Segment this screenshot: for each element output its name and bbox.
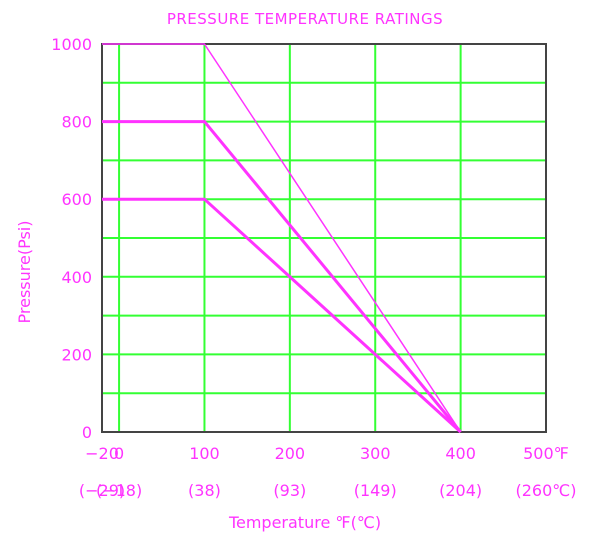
x-tick-label-c: (−29) bbox=[79, 481, 125, 500]
series-line-3 bbox=[102, 197, 462, 434]
x-tick-label-c: (204) bbox=[439, 481, 482, 500]
y-tick-label: 0 bbox=[82, 423, 92, 442]
x-tick-label-f: 100 bbox=[189, 444, 220, 463]
x-tick-labels-celsius: (−29)(−18) (38) (93) (149) (204) (260℃) bbox=[79, 481, 577, 500]
x-tick-label-c: (38) bbox=[188, 481, 221, 500]
x-tick-label-f: 500℉ bbox=[523, 444, 569, 463]
plot-border bbox=[101, 43, 547, 433]
y-tick-label: 200 bbox=[61, 345, 92, 364]
y-tick-labels: 0 200 400 600 800 1000 bbox=[51, 35, 92, 442]
series-line-2 bbox=[102, 120, 462, 433]
y-tick-label: 800 bbox=[61, 113, 92, 132]
grid-lines bbox=[102, 44, 546, 432]
x-axis-label: Temperature ℉(℃) bbox=[228, 513, 381, 532]
x-tick-label-c: (−18) bbox=[96, 481, 142, 500]
y-tick-label: 600 bbox=[61, 190, 92, 209]
x-tick-label-c: (260℃) bbox=[516, 481, 577, 500]
y-axis-label: Pressure(Psi) bbox=[15, 221, 34, 324]
x-tick-label-c: (149) bbox=[354, 481, 397, 500]
x-tick-label-c: (93) bbox=[273, 481, 306, 500]
x-tick-label-f: −20 bbox=[85, 444, 119, 463]
x-tick-label-f: 300 bbox=[360, 444, 391, 463]
y-tick-label: 1000 bbox=[51, 35, 92, 54]
chart-title: PRESSURE TEMPERATURE RATINGS bbox=[167, 10, 443, 28]
series-lines bbox=[102, 43, 462, 434]
y-tick-label: 400 bbox=[61, 268, 92, 287]
plot-frame bbox=[101, 43, 547, 433]
x-tick-labels-fahrenheit: −200 100 200 300 400 500℉ bbox=[85, 444, 569, 463]
x-tick-label-f: 400 bbox=[445, 444, 476, 463]
series-line-1 bbox=[102, 43, 462, 433]
x-tick-label-f: 0 bbox=[114, 444, 124, 463]
x-tick-label-f: 200 bbox=[275, 444, 306, 463]
